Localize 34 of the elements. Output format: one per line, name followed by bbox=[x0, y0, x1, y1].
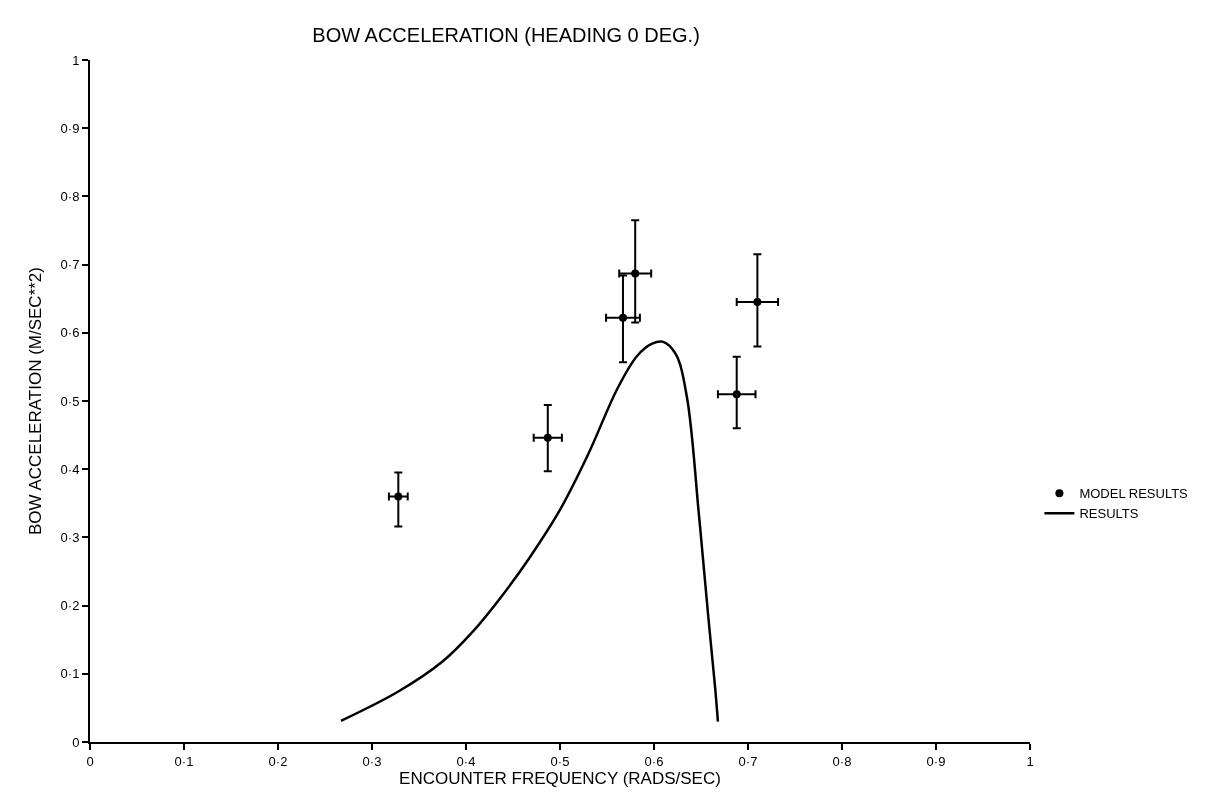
x-tick-label: 0·6 bbox=[644, 753, 664, 769]
x-axis-title: ENCOUNTER FREQUENCY (RADS/SEC) bbox=[399, 768, 721, 788]
x-tick-label: 1 bbox=[1026, 753, 1034, 769]
y-tick-label: 0·4 bbox=[60, 461, 80, 477]
y-tick-label: 0 bbox=[72, 734, 80, 750]
point bbox=[618, 313, 627, 322]
y-tick-label: 0·5 bbox=[60, 393, 80, 409]
point bbox=[631, 269, 640, 278]
y-tick-label: 0·7 bbox=[60, 257, 80, 273]
point bbox=[732, 390, 741, 399]
y-tick-label: 0·2 bbox=[60, 598, 80, 614]
legend-label: MODEL RESULTS bbox=[1079, 486, 1189, 502]
x-tick-label: 0·5 bbox=[550, 753, 570, 769]
x-tick-label: 0·7 bbox=[738, 753, 758, 769]
x-tick-label: 0·8 bbox=[832, 753, 852, 769]
x-tick-label: 0·3 bbox=[362, 753, 382, 769]
y-tick-label: 0·6 bbox=[60, 325, 80, 341]
point bbox=[543, 433, 552, 442]
x-tick-label: 0·9 bbox=[926, 753, 946, 769]
x-tick-label: 0·4 bbox=[456, 753, 476, 769]
y-tick-label: 0·3 bbox=[60, 529, 80, 545]
y-tick-label: 0·8 bbox=[60, 188, 80, 204]
legend-label: RESULTS bbox=[1079, 506, 1139, 522]
y-tick-label: 0·9 bbox=[60, 120, 80, 136]
chart-title: BOW ACCELERATION (HEADING 0 DEG.) bbox=[312, 24, 700, 47]
x-tick-label: 0 bbox=[86, 753, 94, 769]
x-tick-label: 0·1 bbox=[174, 753, 194, 769]
y-tick-label: 1 bbox=[72, 52, 80, 68]
y-axis-title: BOW ACCELERATION (M/SEC**2) bbox=[25, 267, 45, 535]
point bbox=[753, 298, 762, 307]
y-tick-label: 0·1 bbox=[60, 666, 80, 682]
line-series bbox=[339, 340, 720, 723]
point bbox=[394, 492, 403, 501]
x-tick-label: 0·2 bbox=[268, 753, 288, 769]
